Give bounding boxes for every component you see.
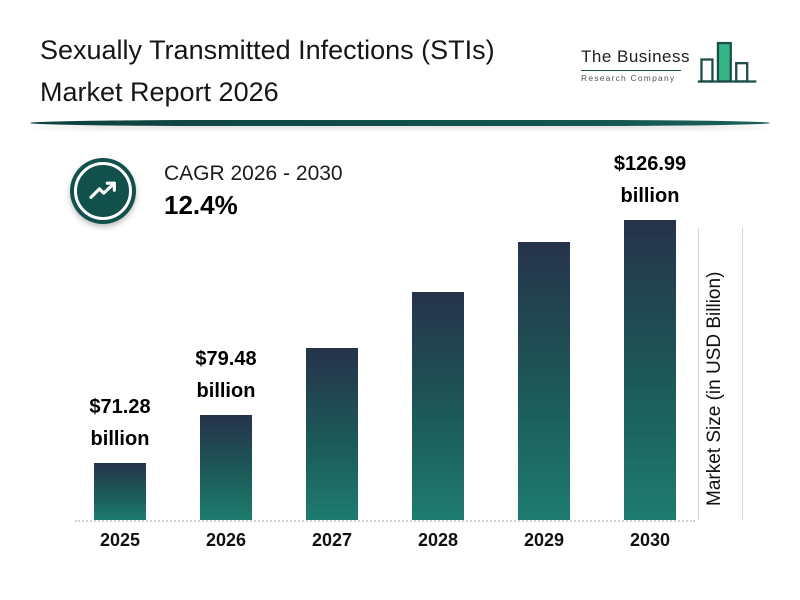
trend-up-icon	[70, 158, 136, 224]
bar-2028	[412, 292, 464, 520]
bar-value-unit: billion	[90, 428, 150, 450]
bar-2027	[306, 348, 358, 520]
logo-barchart-icon	[697, 41, 757, 83]
bars-row: $71.28 billion $79.48 billion	[75, 148, 695, 522]
bar-value-unit: billion	[196, 380, 256, 402]
logo-subname: Research Company	[581, 73, 676, 84]
bar-value-label-2026: $79.48 billion	[195, 343, 256, 407]
bar-column-2027	[287, 348, 377, 520]
y-axis-label: Market Size (in USD Billion)	[704, 271, 725, 506]
logo-name: The Business	[581, 46, 690, 66]
logo-text: The Business Research Company	[581, 46, 690, 84]
x-tick-2030: 2030	[629, 530, 671, 550]
cagr-label: CAGR 2026 - 2030	[164, 161, 343, 185]
company-logo: The Business Research Company	[581, 36, 760, 94]
page-title: Sexually Transmitted Infections (STIs) M…	[40, 30, 495, 114]
bar-value-amount: $79.48	[195, 348, 257, 370]
bar-value-label-2030: $126.99 billion	[614, 148, 686, 212]
bar-value-amount: $126.99	[613, 153, 687, 175]
x-tick-2025: 2025	[99, 530, 141, 550]
bar-column-2029	[499, 242, 589, 520]
bar-value-unit: billion	[620, 185, 680, 207]
x-tick-2027: 2027	[311, 530, 353, 550]
chart-right-border	[742, 228, 743, 520]
x-tick-2028: 2028	[417, 530, 459, 550]
bar-value-amount: $71.28	[89, 396, 151, 418]
bar-2026	[200, 415, 252, 520]
cagr-text: CAGR 2026 - 2030 12.4%	[164, 162, 343, 221]
x-tick-2029: 2029	[523, 530, 565, 550]
title-line-1: Sexually Transmitted Infections (STIs)	[40, 35, 495, 65]
header-divider	[30, 120, 770, 126]
bar-column-2025: $71.28 billion	[75, 391, 165, 520]
bar-column-2030: $126.99 billion	[605, 148, 695, 520]
cagr-block: CAGR 2026 - 2030 12.4%	[70, 158, 343, 224]
bar-2025	[94, 463, 146, 520]
x-ticks-row: 2025 2026 2027 2028 2029 2030	[75, 530, 695, 551]
logo-divider-line	[581, 69, 681, 72]
x-tick-2026: 2026	[205, 530, 247, 550]
bar-2029	[518, 242, 570, 520]
bar-column-2026: $79.48 billion	[181, 343, 271, 520]
y-axis-line	[698, 228, 699, 520]
title-line-2: Market Report 2026	[40, 76, 279, 107]
bar-column-2028	[393, 292, 483, 520]
bar-2030	[624, 220, 676, 520]
bar-value-label-2025: $71.28 billion	[89, 391, 150, 455]
cagr-value: 12.4%	[164, 189, 238, 220]
